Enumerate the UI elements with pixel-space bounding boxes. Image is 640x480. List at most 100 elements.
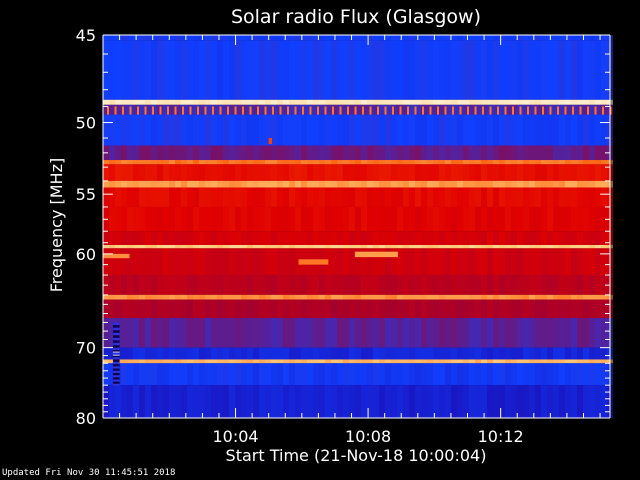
heatmap-cell (433, 363, 439, 386)
heatmap-cell (409, 35, 415, 41)
heatmap-cell (439, 164, 445, 181)
heatmap-cell (487, 114, 493, 146)
heatmap-cell (205, 145, 211, 161)
heatmap-feature (268, 137, 272, 145)
heatmap-cell (361, 318, 367, 348)
heatmap-cell (493, 231, 499, 245)
heatmap-cell (283, 299, 289, 319)
heatmap-cell (379, 299, 385, 319)
heatmap-cell (523, 180, 529, 188)
heatmap-cell (361, 180, 367, 188)
heatmap-cell (511, 363, 517, 386)
heatmap-cell (247, 294, 253, 300)
heatmap-cell (137, 106, 139, 115)
heatmap-cell (331, 35, 337, 41)
heatmap-cell (127, 164, 133, 181)
heatmap-cell (169, 248, 175, 276)
heatmap-cell (379, 359, 385, 364)
heatmap-cell (403, 114, 409, 146)
heatmap-cell (139, 294, 145, 300)
heatmap-cell (511, 160, 517, 165)
heatmap-cell (559, 104, 565, 115)
heatmap-cell (505, 275, 511, 295)
heatmap-cell (403, 104, 409, 115)
heatmap-cell (337, 145, 343, 161)
heatmap-cell (415, 40, 421, 100)
heatmap-cell (199, 145, 205, 161)
heatmap-cell (109, 180, 115, 188)
heatmap-cell (157, 180, 163, 188)
heatmap-cell (325, 275, 331, 295)
heatmap-cell (247, 385, 253, 418)
heatmap-cell (163, 318, 169, 348)
heatmap-cell (493, 275, 499, 295)
heatmap-cell (475, 363, 481, 386)
heatmap-cell (199, 248, 205, 276)
heatmap-cell (223, 231, 229, 245)
heatmap-cell (349, 299, 355, 319)
heatmap-cell (517, 114, 523, 146)
heatmap-cell (445, 299, 451, 319)
heatmap-cell (391, 359, 397, 364)
heatmap-cell (103, 359, 109, 364)
heatmap-cell (139, 318, 145, 348)
heatmap-cell (373, 318, 379, 348)
heatmap-cell (175, 385, 181, 418)
heatmap-cell (439, 347, 445, 360)
heatmap-cell (367, 318, 373, 348)
heatmap-cell (229, 35, 235, 41)
heatmap-cell (205, 180, 211, 188)
heatmap-cell (205, 363, 211, 386)
heatmap-cell (529, 99, 535, 105)
heatmap-cell (553, 104, 559, 115)
heatmap-cell (331, 347, 337, 360)
heatmap-cell (121, 359, 127, 364)
heatmap-cell (145, 347, 151, 360)
heatmap-cell (409, 206, 415, 232)
heatmap-cell (331, 299, 337, 319)
heatmap-cell (121, 145, 127, 161)
heatmap-cell (367, 347, 373, 360)
heatmap-cell (295, 359, 301, 364)
heatmap-cell (277, 294, 283, 300)
heatmap-cell (589, 363, 595, 386)
heatmap-cell (519, 106, 522, 115)
heatmap-cell (139, 385, 145, 418)
heatmap-cell (103, 35, 109, 41)
heatmap-cell (121, 318, 127, 348)
heatmap-cell (451, 35, 457, 41)
heatmap-cell (559, 160, 565, 165)
heatmap-cell (139, 347, 145, 360)
heatmap-cell (421, 99, 427, 105)
heatmap-cell (535, 347, 541, 360)
heatmap-cell (133, 359, 139, 364)
heatmap-cell (559, 244, 565, 249)
heatmap-cell (295, 187, 301, 207)
heatmap-cell (295, 206, 301, 232)
heatmap-cell (229, 294, 235, 300)
heatmap-cell (193, 231, 199, 245)
heatmap-cell (343, 160, 349, 165)
heatmap-cell (319, 244, 325, 249)
heatmap-cell (493, 180, 499, 188)
heatmap-cell (103, 248, 109, 276)
heatmap-cell (229, 299, 235, 319)
heatmap-cell (589, 248, 595, 276)
heatmap-cell (517, 187, 523, 207)
y-tick-label: 60 (76, 245, 96, 264)
heatmap-cell (583, 363, 589, 386)
heatmap-cell (145, 359, 151, 364)
heatmap-cell (511, 40, 517, 100)
heatmap-cell (337, 206, 343, 232)
heatmap-cell (589, 299, 595, 319)
heatmap-cell (559, 359, 565, 364)
heatmap-cell (547, 294, 553, 300)
heatmap-cell (523, 318, 529, 348)
heatmap-cell (535, 206, 541, 232)
heatmap-cell (439, 244, 445, 249)
heatmap-cell (493, 104, 499, 115)
heatmap-cell (181, 206, 187, 232)
heatmap-cell (475, 294, 481, 300)
heatmap-cell (157, 385, 163, 418)
heatmap-cell (469, 114, 475, 146)
